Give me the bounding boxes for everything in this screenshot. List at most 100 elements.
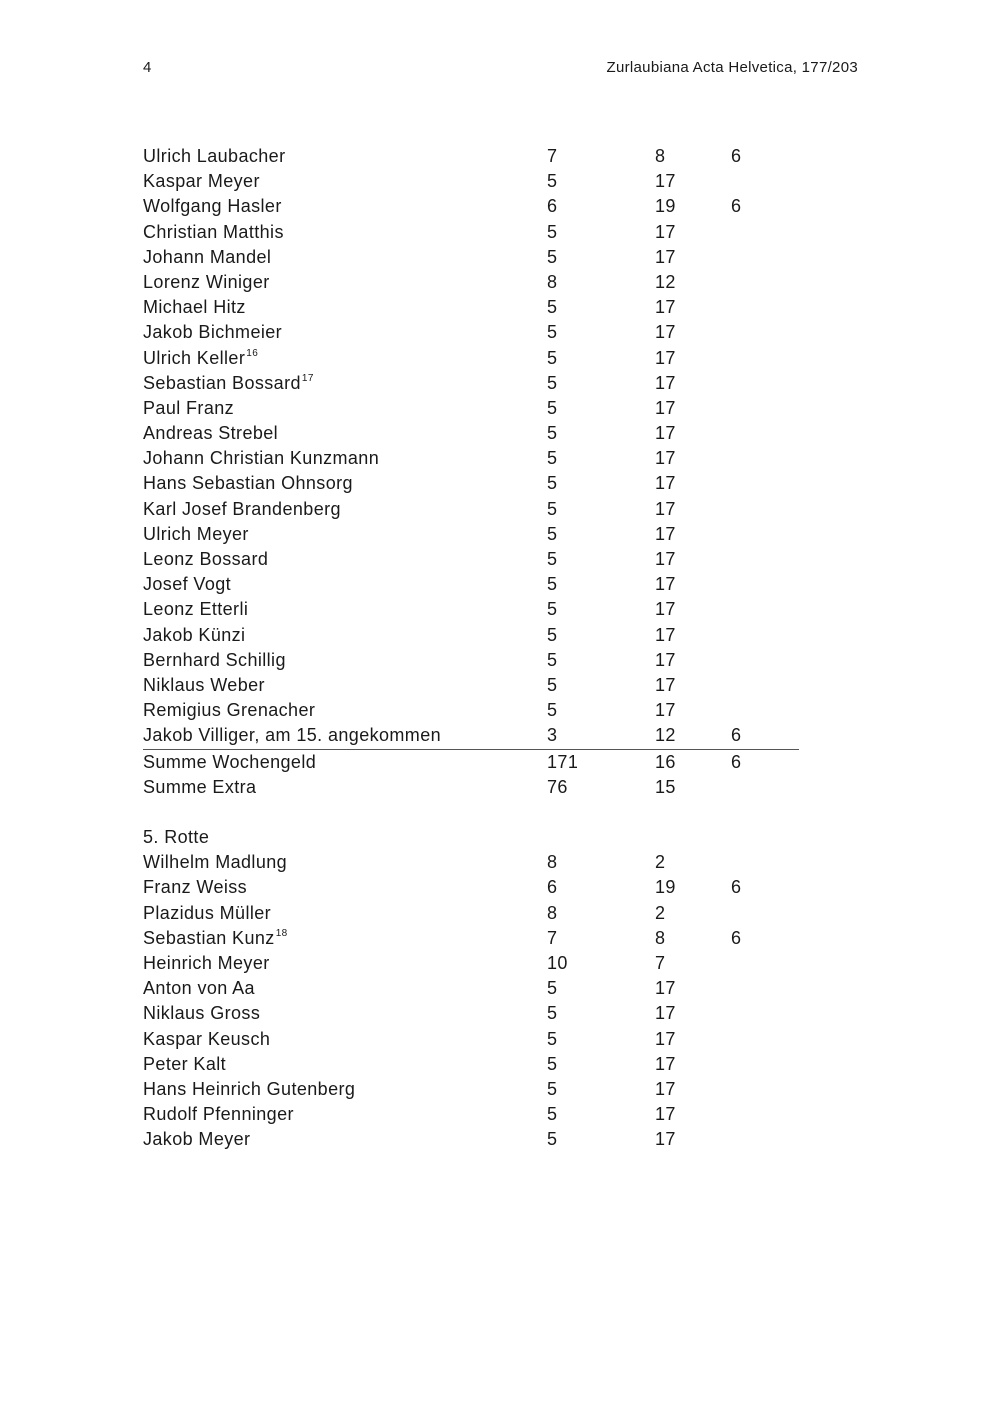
value-cell-b: 2	[655, 852, 666, 873]
name-text: Sebastian Kunz	[143, 927, 275, 948]
name-text: Kaspar Keusch	[143, 1028, 271, 1049]
name-text: Summe Extra	[143, 776, 257, 797]
value-cell-b: 17	[655, 498, 676, 519]
table-row: Wilhelm Madlung 8 2	[143, 850, 799, 875]
table-row: Johann Christian Kunzmann 5 17	[143, 446, 799, 471]
table-row: Jakob Meyer 5 17	[143, 1127, 799, 1152]
table-row	[143, 800, 799, 825]
section-heading: 5. Rotte	[143, 825, 799, 850]
value-cell-b: 17	[655, 347, 676, 368]
name-text: Johann Christian Kunzmann	[143, 448, 380, 469]
table-row: Michael Hitz 5 17	[143, 295, 799, 320]
name-cell: 5. Rotte	[143, 825, 209, 850]
value-cell-c: 6	[731, 877, 742, 898]
value-cell-a: 5	[547, 498, 558, 519]
value-cell-a: 5	[547, 171, 558, 192]
name-cell: Josef Vogt	[143, 572, 231, 597]
table-row: Peter Kalt 5 17	[143, 1052, 799, 1077]
value-cell-b: 17	[655, 397, 676, 418]
value-cell-b: 17	[655, 649, 676, 670]
value-cell-a: 5	[547, 397, 558, 418]
value-cell-a: 5	[547, 221, 558, 242]
table-row: Summe Extra 76 15	[143, 775, 799, 800]
table-row: Hans Sebastian Ohnsorg 5 17	[143, 471, 799, 496]
value-cell-a: 5	[547, 978, 558, 999]
value-cell-a: 5	[547, 624, 558, 645]
value-cell-a: 76	[547, 776, 568, 797]
value-cell-a: 5	[547, 649, 558, 670]
page-number: 4	[143, 59, 152, 76]
name-cell: Plazidus Müller	[143, 901, 271, 926]
value-cell-a: 5	[547, 574, 558, 595]
table-row: Hans Heinrich Gutenberg 5 17	[143, 1077, 799, 1102]
name-text: Ulrich Keller	[143, 347, 246, 368]
name-text: Peter Kalt	[143, 1053, 227, 1074]
name-text: Johann Mandel	[143, 246, 272, 267]
name-text: Josef Vogt	[143, 574, 232, 595]
table-row: Sebastian Bossard17 5 17	[143, 371, 799, 396]
table-row: Leonz Etterli 5 17	[143, 597, 799, 622]
name-text: Remigius Grenacher	[143, 700, 316, 721]
value-cell-a: 8	[547, 852, 558, 873]
name-cell: Ulrich Meyer	[143, 522, 249, 547]
value-cell-b: 17	[655, 624, 676, 645]
table-row: Lorenz Winiger 8 12	[143, 270, 799, 295]
name-cell: Rudolf Pfenninger	[143, 1102, 294, 1127]
table-row: Remigius Grenacher 5 17	[143, 698, 799, 723]
name-text: Kaspar Meyer	[143, 171, 260, 192]
value-cell-b: 17	[655, 322, 676, 343]
value-cell-a: 5	[547, 1078, 558, 1099]
value-cell-a: 8	[547, 271, 558, 292]
value-cell-a: 5	[547, 246, 558, 267]
value-cell-a: 5	[547, 700, 558, 721]
name-cell: Jakob Bichmeier	[143, 320, 282, 345]
value-cell-c: 6	[731, 146, 742, 166]
name-text: Niklaus Gross	[143, 1003, 261, 1024]
table-row: Franz Weiss 6 19 6	[143, 875, 799, 900]
table-row: Ulrich Laubacher 7 8 6	[143, 144, 799, 169]
value-cell-b: 17	[655, 700, 676, 721]
table-row: Kaspar Meyer 5 17	[143, 169, 799, 194]
value-cell-a: 3	[547, 725, 558, 746]
value-cell-b: 17	[655, 423, 676, 444]
table-row: Christian Matthis 5 17	[143, 220, 799, 245]
table-row: Josef Vogt 5 17	[143, 572, 799, 597]
name-text: Hans Sebastian Ohnsorg	[143, 473, 353, 494]
value-cell-c: 6	[731, 725, 742, 746]
name-text: Summe Wochengeld	[143, 751, 317, 772]
value-cell-c: 6	[731, 196, 742, 217]
value-cell-b: 17	[655, 1104, 676, 1125]
value-cell-b: 17	[655, 549, 676, 569]
name-cell: Leonz Etterli	[143, 597, 248, 622]
value-cell-a: 6	[547, 877, 558, 898]
value-cell-a: 5	[547, 1028, 558, 1049]
value-cell-b: 17	[655, 599, 676, 620]
value-cell-b: 8	[655, 146, 666, 166]
table-row: Summe Wochengeld 171 16 6	[143, 750, 799, 775]
name-text: Franz Weiss	[143, 877, 248, 898]
name-cell: Ulrich Laubacher	[143, 144, 285, 169]
table-row: Johann Mandel 5 17	[143, 245, 799, 270]
table-row: Rudolf Pfenninger 5 17	[143, 1102, 799, 1127]
table-row: Jakob Künzi 5 17	[143, 623, 799, 648]
name-cell: Ulrich Keller16	[143, 346, 258, 371]
name-cell: Peter Kalt	[143, 1052, 226, 1077]
value-cell-a: 8	[547, 902, 558, 923]
value-cell-a: 7	[547, 146, 558, 166]
name-text: Christian Matthis	[143, 221, 284, 242]
value-cell-a: 5	[547, 448, 558, 469]
name-cell: Karl Josef Brandenberg	[143, 497, 341, 522]
value-cell-b: 19	[655, 877, 676, 898]
name-text: Ulrich Meyer	[143, 523, 249, 544]
footnote-marker: 16	[246, 347, 259, 359]
name-text: Bernhard Schillig	[143, 649, 286, 670]
value-cell-a: 5	[547, 674, 558, 695]
name-cell: Christian Matthis	[143, 220, 284, 245]
table-row: Leonz Bossard 5 17	[143, 547, 799, 572]
name-text: Karl Josef Brandenberg	[143, 498, 341, 519]
name-text: Niklaus Weber	[143, 674, 265, 695]
table-row: Plazidus Müller 8 2	[143, 901, 799, 926]
value-cell-b: 7	[655, 953, 666, 973]
name-text: Andreas Strebel	[143, 423, 279, 444]
value-cell-b: 17	[655, 448, 676, 469]
